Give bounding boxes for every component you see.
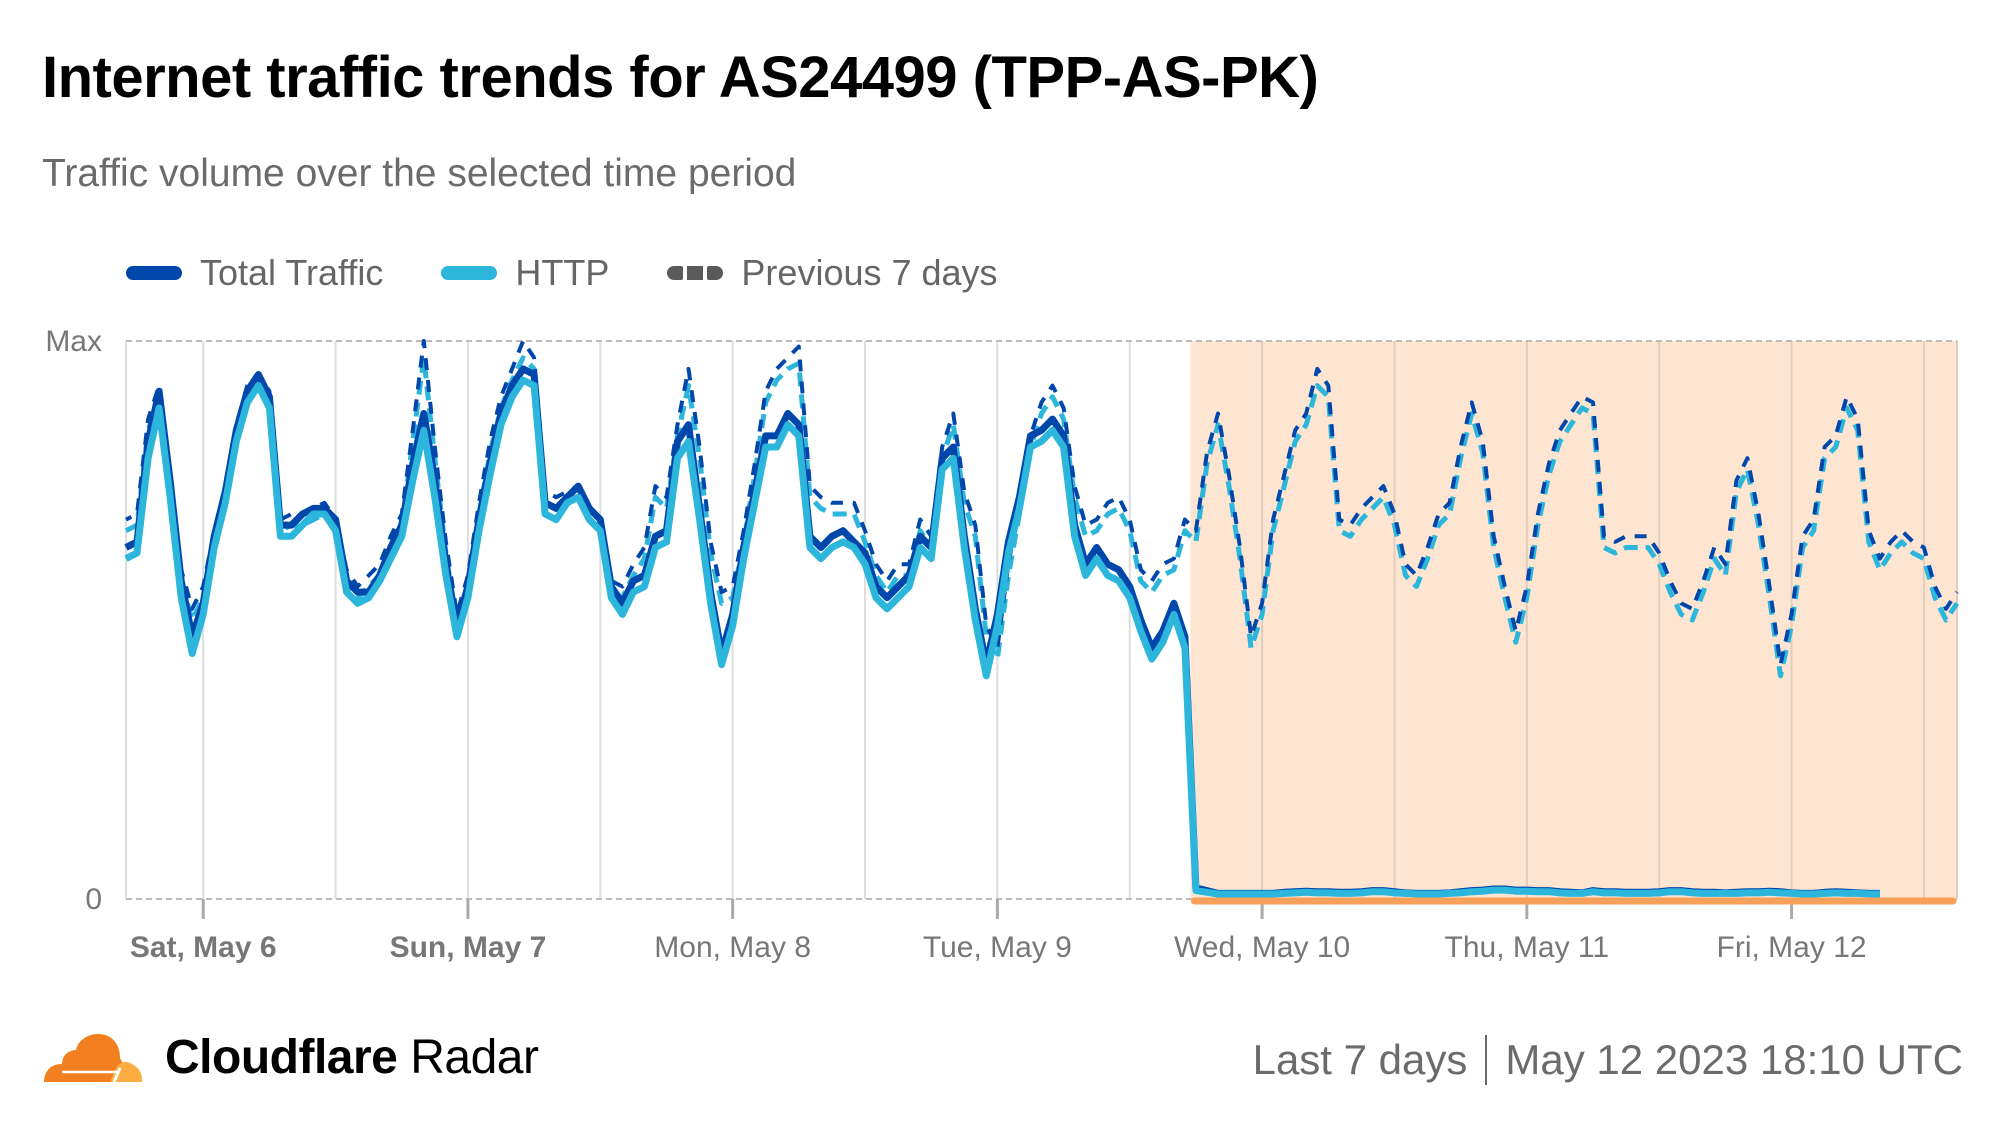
legend-label-http: HTTP <box>515 252 610 293</box>
legend-label-previous-7-days: Previous 7 days <box>741 252 998 293</box>
series-http <box>124 376 1880 898</box>
dashed-line-swatch-icon <box>667 266 724 280</box>
cloudflare-radar-logo: Cloudflare Radar <box>40 1030 539 1085</box>
y-tick-max: Max <box>45 325 102 358</box>
chart-legend: Total Traffic HTTP Previous 7 days <box>126 252 1056 294</box>
chart-series <box>124 339 1960 905</box>
x-tick-label: Sat, May 6 <box>130 931 277 964</box>
brand-radar: Radar <box>410 1031 539 1084</box>
x-axis-ticks: Sat, May 6 Sun, May 7 Mon, May 8 Tue, May 9… <box>130 899 1867 964</box>
legend-label-total-traffic: Total Traffic <box>200 252 384 293</box>
series-previous-total <box>125 339 1959 667</box>
x-tick-label: Wed, May 10 <box>1174 931 1350 964</box>
page-title: Internet traffic trends for AS24499 (TPP… <box>42 45 1319 110</box>
brand-name: Cloudflare Radar <box>165 1030 539 1085</box>
outage-region <box>1190 341 1957 899</box>
x-tick-label: Thu, May 11 <box>1445 931 1610 964</box>
total-traffic-swatch-icon <box>126 266 182 280</box>
page-subtitle: Traffic volume over the selected time pe… <box>42 152 797 195</box>
timestamp-label: May 12 2023 18:10 UTC <box>1505 1036 1963 1083</box>
x-tick-label: Sun, May 7 <box>390 931 547 964</box>
footer-separator <box>1485 1035 1488 1085</box>
brand-cloudflare: Cloudflare <box>165 1031 398 1084</box>
legend-item-previous-7-days[interactable]: Previous 7 days <box>667 252 998 294</box>
y-tick-zero: 0 <box>85 883 102 916</box>
footer-meta: Last 7 days May 12 2023 18:10 UTC <box>1253 1035 1963 1085</box>
x-tick-label: Mon, May 8 <box>654 931 811 964</box>
x-tick-label: Tue, May 9 <box>923 931 1072 964</box>
time-range-label: Last 7 days <box>1252 1036 1468 1083</box>
legend-item-total-traffic[interactable]: Total Traffic <box>126 252 383 294</box>
traffic-chart: Max 0 Sat, May 6 Sun, May 7 Mon, May 8 Tue,… <box>45 325 1960 964</box>
x-tick-label: Fri, May 12 <box>1717 931 1867 964</box>
cloudflare-cloud-icon <box>44 1033 143 1083</box>
legend-item-http[interactable]: HTTP <box>441 252 609 294</box>
series-previous-http <box>124 355 1960 679</box>
http-swatch-icon <box>441 266 498 280</box>
